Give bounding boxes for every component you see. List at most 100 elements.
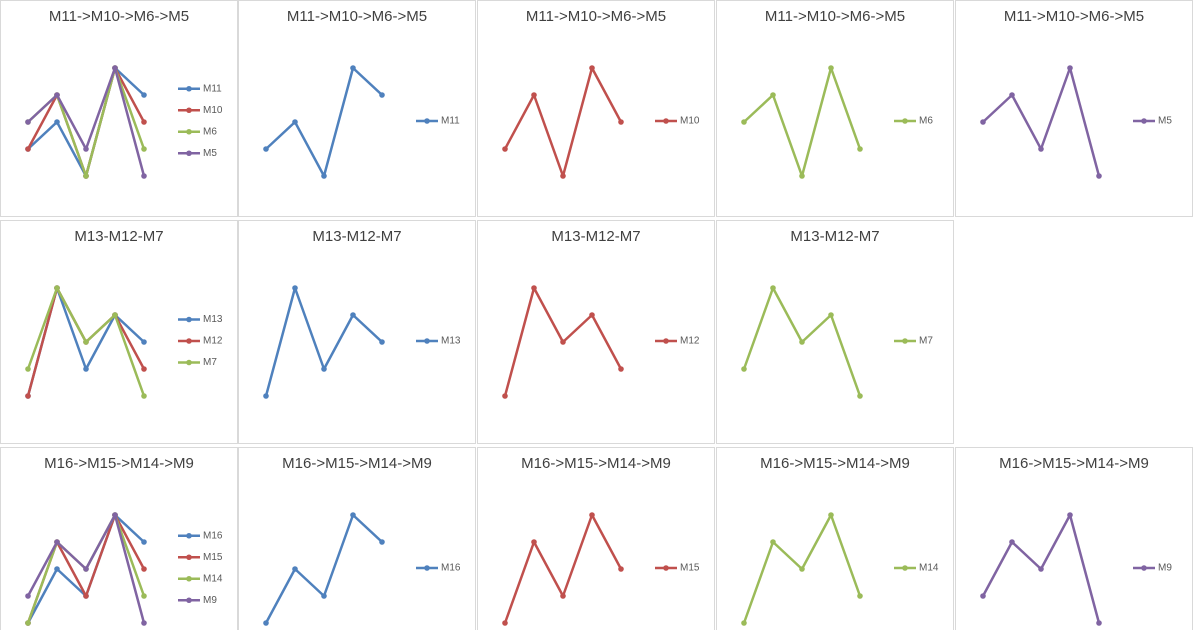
data-point bbox=[379, 539, 385, 545]
data-point bbox=[589, 65, 595, 71]
legend-marker bbox=[1141, 565, 1147, 571]
legend-marker bbox=[1141, 118, 1147, 124]
chart-panel: M13-M12-M7 M13 M12 M7 bbox=[0, 220, 238, 444]
data-point bbox=[263, 620, 269, 626]
data-point bbox=[141, 339, 147, 345]
data-point bbox=[350, 65, 356, 71]
data-point bbox=[321, 173, 327, 179]
data-point bbox=[980, 119, 986, 125]
legend-marker bbox=[186, 107, 192, 114]
legend-marker bbox=[424, 565, 430, 571]
data-point bbox=[54, 119, 60, 125]
data-point bbox=[321, 366, 327, 372]
data-point bbox=[379, 92, 385, 98]
data-point bbox=[1009, 92, 1015, 98]
chart-title: M16->M15->M14->M9 bbox=[282, 455, 432, 472]
chart-panel: M16->M15->M14->M9 M14 bbox=[716, 447, 954, 630]
chart-title: M16->M15->M14->M9 bbox=[44, 455, 194, 472]
chart-title: M16->M15->M14->M9 bbox=[999, 455, 1149, 472]
data-point bbox=[980, 593, 986, 599]
data-point bbox=[799, 173, 805, 179]
legend-marker bbox=[186, 316, 192, 323]
data-point bbox=[292, 566, 298, 572]
data-point bbox=[502, 620, 508, 626]
chart-title: M13-M12-M7 bbox=[790, 228, 879, 245]
data-point bbox=[741, 620, 747, 626]
data-point bbox=[263, 146, 269, 152]
data-point bbox=[1038, 146, 1044, 152]
data-point bbox=[531, 285, 537, 291]
legend-label: M7 bbox=[203, 357, 217, 368]
chart-panel: M13-M12-M7 M12 bbox=[477, 220, 715, 444]
chart-title: M16->M15->M14->M9 bbox=[521, 455, 671, 472]
panel-border bbox=[238, 0, 476, 217]
legend-marker bbox=[186, 554, 192, 561]
data-point bbox=[1067, 65, 1073, 71]
legend-marker bbox=[902, 565, 908, 571]
data-point bbox=[828, 312, 834, 318]
data-point bbox=[589, 512, 595, 518]
legend-label: M10 bbox=[680, 116, 700, 127]
data-point bbox=[379, 339, 385, 345]
legend-label: M11 bbox=[203, 83, 222, 94]
panel-border bbox=[0, 220, 238, 444]
data-point bbox=[112, 312, 118, 318]
panel-border bbox=[955, 447, 1193, 630]
legend-marker bbox=[186, 532, 192, 539]
legend-label: M9 bbox=[1158, 563, 1172, 574]
data-point bbox=[857, 146, 863, 152]
panel-border bbox=[716, 0, 954, 217]
chart-panel: M11->M10->M6->M5 M6 bbox=[716, 0, 954, 217]
panel-border bbox=[238, 447, 476, 630]
chart-title: M13-M12-M7 bbox=[74, 228, 163, 245]
data-point bbox=[141, 92, 147, 98]
chart-panel: M16->M15->M14->M9 M16 M15 M14 M9 bbox=[0, 447, 238, 630]
data-point bbox=[502, 146, 508, 152]
data-point bbox=[350, 512, 356, 518]
panel-border bbox=[955, 0, 1193, 217]
chart-title: M11->M10->M6->M5 bbox=[287, 8, 427, 25]
panel-border bbox=[477, 220, 715, 444]
data-point bbox=[799, 339, 805, 345]
data-point bbox=[25, 119, 31, 125]
data-point bbox=[141, 539, 147, 545]
data-point bbox=[25, 620, 31, 626]
legend-label: M5 bbox=[1158, 116, 1172, 127]
data-point bbox=[350, 312, 356, 318]
data-point bbox=[263, 393, 269, 399]
data-point bbox=[54, 566, 60, 572]
legend-label: M15 bbox=[203, 552, 223, 563]
data-point bbox=[799, 566, 805, 572]
chart-title: M13-M12-M7 bbox=[312, 228, 401, 245]
legend-label: M9 bbox=[203, 595, 217, 606]
data-point bbox=[25, 393, 31, 399]
legend-marker bbox=[186, 128, 192, 135]
data-point bbox=[741, 366, 747, 372]
data-point bbox=[25, 366, 31, 372]
data-point bbox=[321, 593, 327, 599]
data-point bbox=[292, 119, 298, 125]
data-point bbox=[1096, 173, 1102, 179]
data-point bbox=[141, 593, 147, 599]
legend-marker bbox=[186, 575, 192, 582]
chart-panel: M16->M15->M14->M9 M9 bbox=[955, 447, 1193, 630]
chart-panel: M11->M10->M6->M5 M11 M10 M6 M5 bbox=[0, 0, 238, 217]
chart-panel: M16->M15->M14->M9 M16 bbox=[238, 447, 476, 630]
legend-label: M14 bbox=[919, 563, 939, 574]
data-point bbox=[112, 512, 118, 518]
data-point bbox=[741, 119, 747, 125]
data-point bbox=[25, 593, 31, 599]
chart-panel: M13-M12-M7 M7 bbox=[716, 220, 954, 444]
data-point bbox=[54, 285, 60, 291]
data-point bbox=[618, 119, 624, 125]
data-point bbox=[112, 65, 118, 71]
data-point bbox=[770, 92, 776, 98]
panel-border bbox=[238, 220, 476, 444]
data-point bbox=[770, 539, 776, 545]
data-point bbox=[1009, 539, 1015, 545]
legend-label: M7 bbox=[919, 336, 933, 347]
data-point bbox=[589, 312, 595, 318]
data-point bbox=[83, 146, 89, 152]
panel-border bbox=[477, 0, 715, 217]
data-point bbox=[292, 285, 298, 291]
